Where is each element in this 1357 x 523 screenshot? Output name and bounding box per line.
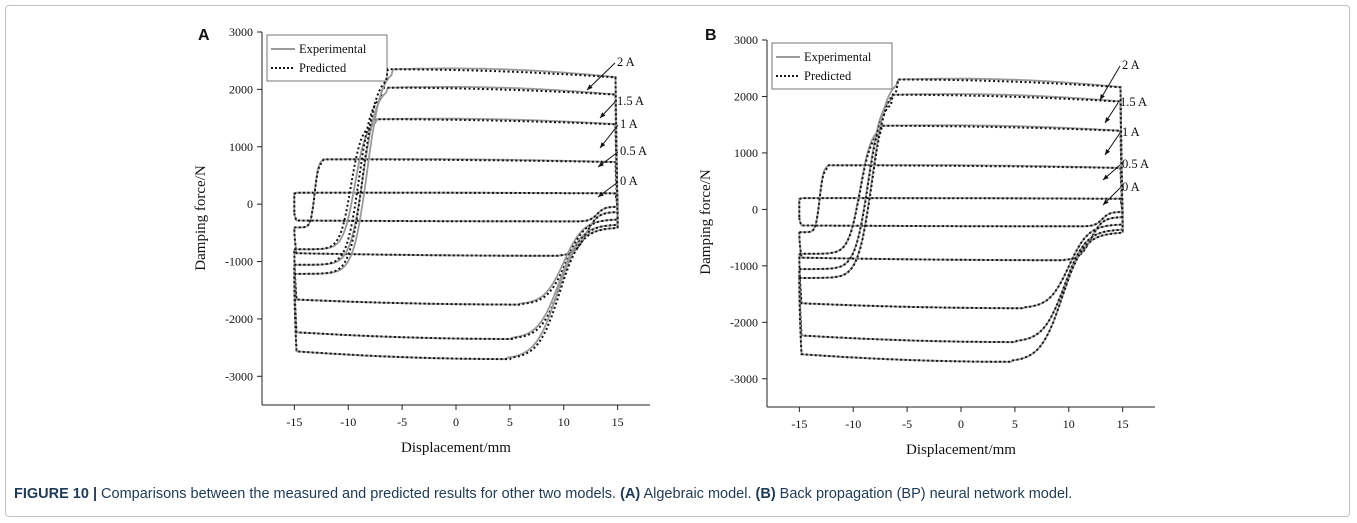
caption-a-text: Algebraic model. [640,486,756,502]
predicted-loop-0a [293,191,619,223]
annotation-arrow [586,62,616,91]
x-tick-label: -15 [286,415,302,429]
annotation-arrowhead [598,191,604,197]
y-tick-label: 1000 [229,140,253,154]
annotation-label: 1 A [620,117,638,131]
annotation-arrow [1099,65,1121,101]
experimental-loop-1a [798,124,1124,310]
y-tick-label: -3000 [730,372,758,386]
annotation-arrowhead [1105,149,1111,155]
legend-label-experimental: Experimental [299,42,367,56]
experimental-loop-0-5a [293,158,619,257]
y-axis-label: Damping force/N [193,165,209,271]
annotation-arrowhead [587,84,593,90]
caption-figure-label: FIGURE 10 | [14,486,98,502]
x-tick-label: 5 [1012,417,1018,431]
x-axis-label: Displacement/mm [401,440,511,456]
x-axis-label: Displacement/mm [906,442,1016,458]
figure-caption: FIGURE 10 | Comparisons between the meas… [14,486,1344,502]
x-tick-label: 0 [958,417,964,431]
y-tick-label: -3000 [225,369,253,383]
experimental-loop-1a [293,117,619,306]
y-tick-label: -1000 [225,255,253,269]
predicted-loop-1a [798,124,1124,310]
annotation-arrowhead [598,161,604,167]
annotation-arrowhead [1103,199,1109,205]
experimental-loop-2a [798,77,1124,363]
annotation-label: 0 A [1122,180,1140,194]
x-tick-label: 10 [558,415,570,429]
x-tick-label: -5 [397,415,407,429]
experimental-loop-2a [293,67,619,360]
x-tick-label: -5 [902,417,912,431]
x-tick-label: 10 [1063,417,1075,431]
x-tick-label: -15 [791,417,807,431]
figure-frame [5,5,1350,517]
predicted-loop-0-5a [293,158,619,257]
y-tick-label: 0 [247,197,253,211]
x-tick-label: 15 [612,415,624,429]
annotation-label: 2 A [1122,58,1140,72]
predicted-loop-2a [798,78,1124,363]
x-tick-label: 5 [507,415,513,429]
experimental-loop-0-5a [798,164,1124,262]
x-tick-label: 15 [1117,417,1129,431]
y-tick-label: 2000 [229,82,253,96]
predicted-loop-1a [293,118,619,306]
chart-panel-a: -3000 -2000 -1000 0 1000 2000 3000 -15 -10 -5 0 5 10… [193,25,650,456]
chart-panel-b: -3000 -2000 -1000 0 1000 2000 3000 -15 -10 -5 0 5 10… [698,27,1155,458]
y-tick-label: 3000 [734,33,758,47]
y-axis-label: Damping force/N [698,169,714,275]
y-tick-label: 0 [752,202,758,216]
predicted-loop-2a [293,68,619,361]
caption-b-label: (B) [755,486,776,502]
panel-label: B [705,27,717,44]
annotation-label: 1.5 A [1120,95,1147,109]
legend-box [771,42,893,90]
predicted-loop-0a [798,197,1124,228]
annotation-arrowhead [1103,174,1109,180]
predicted-loop-0-5a [798,164,1124,262]
panel-label: A [198,27,210,44]
x-tick-label: -10 [340,415,356,429]
annotation-label: 1 A [1122,125,1140,139]
annotation-arrowhead [1105,117,1110,123]
annotation-label: 2 A [617,55,635,69]
legend-label-predicted: Predicted [804,69,852,83]
caption-text: Comparisons between the measured and pre… [97,486,621,502]
caption-a-label: (A) [620,486,641,502]
y-tick-label: -2000 [225,312,253,326]
legend-box [266,34,388,82]
y-tick-label: 3000 [229,25,253,39]
annotation-label: 1.5 A [617,94,644,108]
annotation-label: 0.5 A [1122,157,1149,171]
annotation-arrowhead [600,112,606,118]
legend-label-predicted: Predicted [299,61,347,75]
predicted-loop-1-5a [293,86,619,340]
experimental-loop-0a [293,191,619,223]
annotation-label: 0 A [620,174,638,188]
x-tick-label: 0 [453,415,459,429]
caption-b-text: Back propagation (BP) neural network mod… [775,486,1073,502]
annotation-arrowhead [600,142,606,148]
experimental-loop-0a [798,197,1124,228]
annotation-label: 0.5 A [620,144,647,158]
x-tick-label: -10 [845,417,861,431]
y-tick-label: 2000 [734,89,758,103]
annotation-arrowhead [1100,94,1105,100]
legend-label-experimental: Experimental [804,50,872,64]
y-tick-label: -2000 [730,315,758,329]
y-tick-label: -1000 [730,259,758,273]
y-tick-label: 1000 [734,146,758,160]
